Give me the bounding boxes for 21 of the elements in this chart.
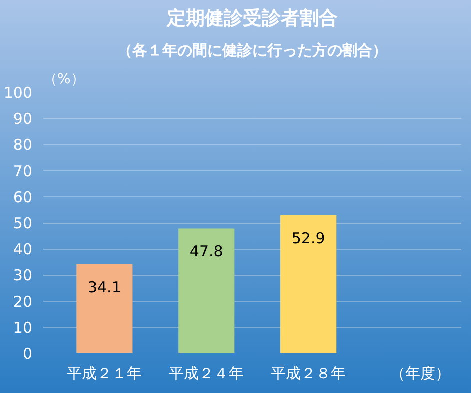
- y-tick-label: 50: [13, 214, 33, 232]
- y-tick-label: 60: [13, 188, 33, 206]
- y-tick-label: 40: [13, 240, 33, 259]
- data-label: 52.9: [292, 229, 326, 248]
- chart-title: 定期健診受診者割合: [166, 8, 338, 30]
- y-tick-label: 0: [22, 345, 33, 363]
- y-tick-label: 20: [13, 292, 33, 311]
- chart-subtitle: （各１年の間に健診に行った方の割合）: [118, 42, 388, 60]
- data-label: 34.1: [88, 278, 122, 296]
- data-label: 47.8: [190, 242, 224, 261]
- y-tick-label: 10: [13, 318, 33, 337]
- y-tick-label: 70: [13, 162, 33, 180]
- x-tick-label: 平成２４年: [169, 364, 244, 382]
- y-axis-title: （%）: [44, 72, 85, 88]
- x-tick-label: 平成２１年: [67, 364, 142, 382]
- y-tick-label: 100: [4, 84, 33, 102]
- x-axis-title: （年度）: [390, 364, 451, 382]
- y-tick-label: 80: [13, 136, 33, 154]
- y-tick-label: 30: [13, 266, 33, 285]
- y-tick-label: 90: [13, 110, 33, 128]
- x-tick-label: 平成２８年: [271, 364, 346, 382]
